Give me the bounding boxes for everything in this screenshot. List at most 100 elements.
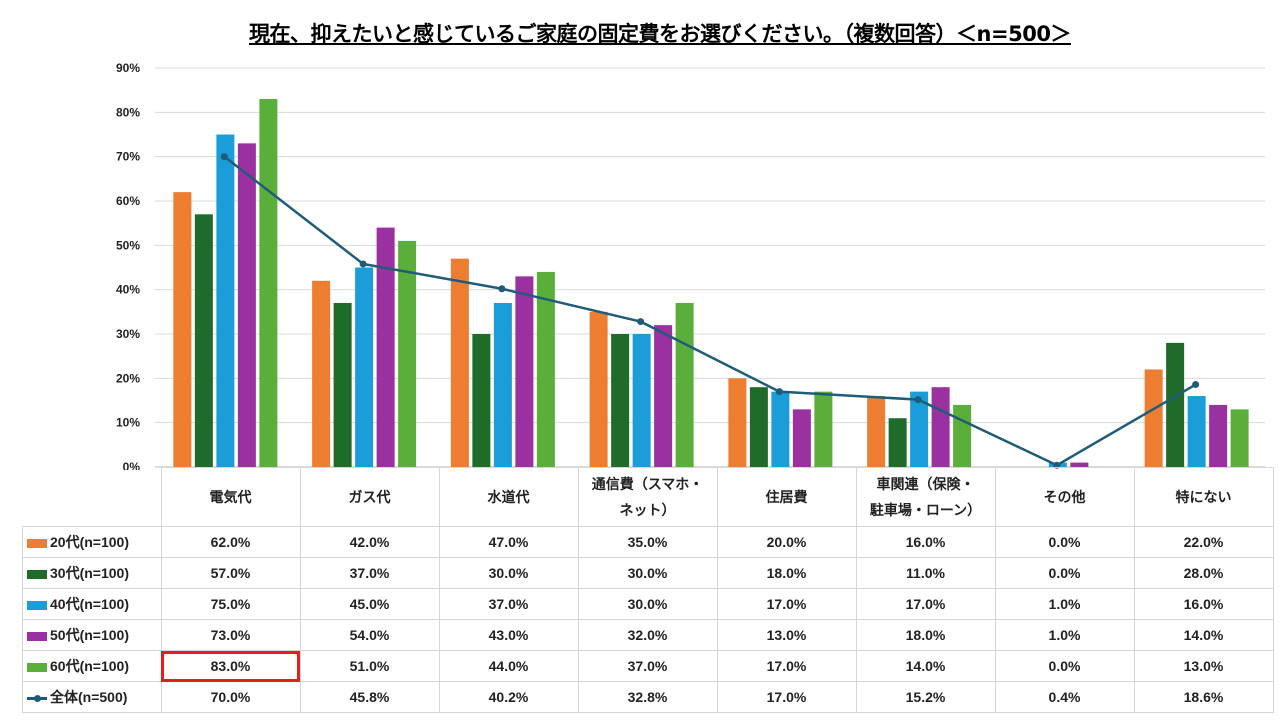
data-label: 20.0% [716, 526, 857, 558]
line-point-5 [914, 396, 922, 404]
data-label: 0.0% [994, 526, 1135, 558]
table-row: 全体(n=500) 70.0% 45.8% 40.2% 32.8% 17.0% 15.2% 0… [22, 681, 1274, 713]
bar-3-4 [792, 409, 811, 467]
data-label: 47.0% [438, 526, 579, 558]
bar-4-3 [675, 302, 694, 467]
bar-0-0 [173, 192, 192, 467]
data-label: 30.0% [577, 557, 718, 589]
data-table: 電気代 ガス代 水道代 通信費（スマホ・ ネット） 住居費 車関連（保険・ 駐車場・ローン） そ… [22, 467, 1274, 713]
data-label: 44.0% [438, 650, 579, 682]
data-label: 13.0% [716, 619, 857, 651]
bar-1-3 [611, 334, 630, 467]
chart-plot: 0% 10% 20% 30% 40% 50% 60% 70% 80% 90% [116, 61, 1265, 470]
legend-line-marker-icon [27, 694, 47, 702]
data-label: 1.0% [994, 619, 1135, 651]
data-label: 32.0% [577, 619, 718, 651]
data-label: 35.0% [577, 526, 718, 558]
line-point-3 [637, 318, 645, 326]
data-label: 17.0% [716, 681, 857, 713]
legend-entry: 60代(n=100) [22, 650, 162, 682]
bar-1-7 [1166, 342, 1185, 467]
bar-0-4 [728, 378, 747, 467]
y-tick-label: 0% [123, 460, 141, 470]
bar-0-1 [312, 280, 331, 467]
data-label: 18.0% [716, 557, 857, 589]
legend-entry: 30代(n=100) [22, 557, 162, 589]
bar-3-7 [1209, 404, 1228, 467]
line-point-7 [1192, 381, 1200, 389]
y-tick-label: 60% [116, 194, 140, 208]
bar-0-7 [1144, 369, 1163, 467]
data-label: 1.0% [994, 588, 1135, 620]
bar-3-3 [654, 325, 673, 467]
bar-4-0 [259, 99, 278, 468]
data-label: 0.0% [994, 650, 1135, 682]
table-row: 50代(n=100) 73.0% 54.0% 43.0% 32.0% 13.0% 18.0%… [22, 619, 1274, 651]
legend-swatch-icon [27, 662, 47, 672]
legend-entry: 40代(n=100) [22, 588, 162, 620]
data-label: 22.0% [1133, 526, 1274, 558]
series-name: 20代(n=100) [50, 534, 129, 550]
category-label-line: 電気代 [209, 489, 252, 505]
data-label: 11.0% [855, 557, 996, 589]
data-label: 37.0% [299, 557, 440, 589]
y-tick-label: 40% [116, 283, 140, 297]
series-name: 40代(n=100) [50, 596, 129, 612]
category-label-line: 車関連（保険・ [876, 476, 975, 492]
data-label: 16.0% [1133, 588, 1274, 620]
legend-swatch-icon [27, 600, 47, 610]
bar-1-2 [472, 334, 491, 467]
data-label: 75.0% [160, 588, 301, 620]
bar-3-6 [1070, 462, 1089, 467]
data-label: 14.0% [1133, 619, 1274, 651]
chart-title: 現在、抑えたいと感じているご家庭の固定費をお選びください。（複数回答）＜n=50… [249, 22, 1071, 46]
bar-2-5 [910, 391, 929, 467]
category-label: 特にない [1133, 467, 1274, 527]
data-label: 17.0% [716, 588, 857, 620]
legend-entry: 50代(n=100) [22, 619, 162, 651]
category-label: 住居費 [716, 467, 857, 527]
y-tick-label: 10% [116, 416, 140, 430]
series-name: 全体(n=500) [50, 689, 128, 705]
table-row: 20代(n=100) 62.0% 42.0% 47.0% 35.0% 20.0% 16.0%… [22, 526, 1274, 558]
bar-4-1 [398, 240, 417, 467]
table-row: 40代(n=100) 75.0% 45.0% 37.0% 30.0% 17.0% 17.0%… [22, 588, 1274, 620]
category-label: 車関連（保険・ 駐車場・ローン） [855, 467, 996, 527]
data-label: 15.2% [855, 681, 996, 713]
category-label-line: 特にない [1175, 489, 1232, 505]
category-label-line: ガス代 [348, 489, 391, 505]
bar-1-1 [333, 302, 352, 467]
y-tick-label: 90% [116, 61, 140, 75]
bar-1-0 [194, 214, 213, 467]
bar-1-5 [888, 418, 907, 467]
data-label: 30.0% [577, 588, 718, 620]
bar-1-4 [749, 387, 768, 467]
legend-entry: 20代(n=100) [22, 526, 162, 558]
data-label: 73.0% [160, 619, 301, 651]
line-series-total [223, 155, 1197, 467]
bar-2-2 [493, 302, 512, 467]
series-name: 50代(n=100) [50, 627, 129, 643]
data-label: 17.0% [716, 650, 857, 682]
bar-4-7 [1230, 409, 1249, 467]
legend-swatch-icon [27, 538, 47, 548]
data-label: 18.6% [1133, 681, 1274, 713]
bar-0-2 [450, 258, 469, 467]
category-label-line: 住居費 [765, 489, 808, 505]
data-label: 13.0% [1133, 650, 1274, 682]
legend-swatch-icon [27, 569, 47, 579]
category-label: ガス代 [299, 467, 440, 527]
category-label-line: ネット） [619, 502, 676, 518]
data-label: 18.0% [855, 619, 996, 651]
category-label: その他 [994, 467, 1135, 527]
data-label: 57.0% [160, 557, 301, 589]
bar-3-0 [237, 143, 256, 467]
series-name: 30代(n=100) [50, 565, 129, 581]
bar-3-5 [931, 387, 950, 467]
bar-2-3 [632, 334, 651, 467]
data-label: 62.0% [160, 526, 301, 558]
y-tick-label: 50% [116, 238, 140, 252]
bar-4-4 [814, 391, 833, 467]
data-label: 28.0% [1133, 557, 1274, 589]
table-header-row: 電気代 ガス代 水道代 通信費（スマホ・ ネット） 住居費 車関連（保険・ 駐車場・ローン） そ… [22, 467, 1274, 527]
